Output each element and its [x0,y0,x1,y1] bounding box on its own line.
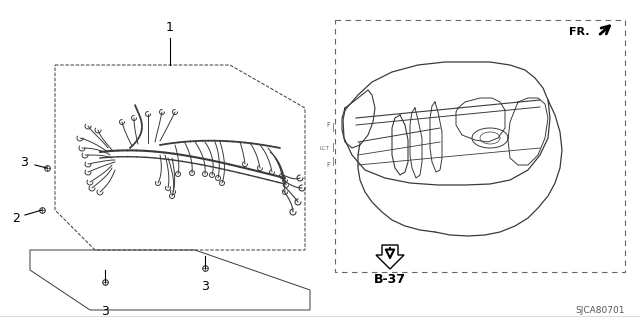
Text: 2: 2 [12,212,20,225]
Text: 3: 3 [20,156,28,170]
Text: |: | [332,124,335,132]
Text: F: F [326,122,330,128]
Text: B-37: B-37 [374,273,406,286]
Text: |: | [332,143,335,153]
Text: 3: 3 [201,280,209,293]
Text: F: F [326,162,330,168]
Polygon shape [376,245,404,269]
Text: 1: 1 [166,21,174,34]
Text: LCT: LCT [320,146,330,150]
Text: 3: 3 [101,305,109,318]
Text: SJCA80701: SJCA80701 [575,306,625,315]
Text: |: | [332,157,335,166]
Text: FR.: FR. [570,27,590,37]
